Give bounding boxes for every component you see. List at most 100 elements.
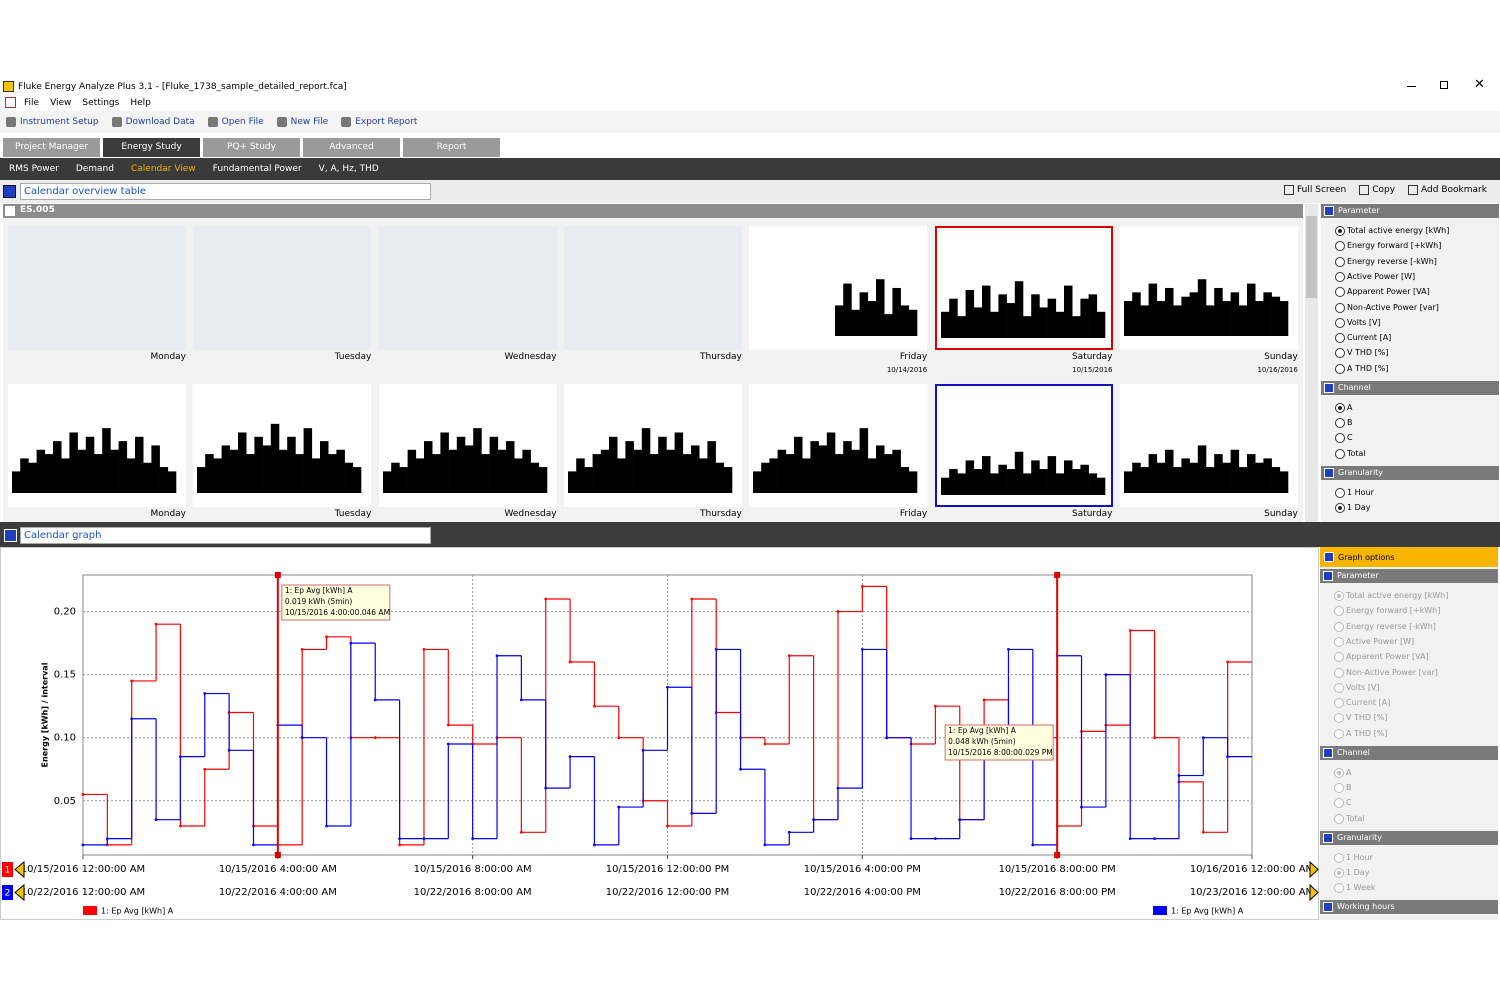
x-tick-label: 10/22/2016 8:00:00 PM xyxy=(999,887,1116,898)
legend-swatch xyxy=(1153,906,1167,915)
point-marker xyxy=(788,654,791,657)
point-marker xyxy=(1031,844,1034,847)
point-marker xyxy=(179,825,182,828)
point-marker xyxy=(739,768,742,771)
x-tick-label: 10/16/2016 12:00:00 AM xyxy=(1190,864,1314,875)
point-marker xyxy=(593,844,596,847)
tooltip-line: 0.048 kWh (5min) xyxy=(948,737,1016,746)
point-marker xyxy=(82,793,85,796)
point-marker xyxy=(252,844,255,847)
point-marker xyxy=(837,787,840,790)
y-axis-label: Energy [kWh] / interval xyxy=(41,662,50,767)
tooltip-line: 10/15/2016 4:00:00.046 AM xyxy=(285,608,390,617)
x-tick-label: 10/15/2016 8:00:00 PM xyxy=(999,864,1116,875)
cursor-handle xyxy=(1054,572,1060,578)
point-marker xyxy=(1202,831,1205,834)
point-marker xyxy=(447,724,450,727)
point-marker xyxy=(544,598,547,601)
cursor-handle xyxy=(275,572,281,578)
x-tick-label: 10/15/2016 4:00:00 PM xyxy=(804,864,921,875)
cursor-handle xyxy=(275,852,281,858)
point-marker xyxy=(398,837,401,840)
cursor-handle xyxy=(1054,852,1060,858)
point-marker xyxy=(423,648,426,651)
point-marker xyxy=(910,837,913,840)
tooltip-line: 1: Ep Avg [kWh] A xyxy=(285,586,354,595)
point-marker xyxy=(1178,774,1181,777)
point-marker xyxy=(130,680,133,683)
x-tick-label: 10/23/2016 12:00:00 AM xyxy=(1190,887,1314,898)
y-tick-label: 0.15 xyxy=(54,670,76,681)
x-tick-label: 10/22/2016 8:00:00 AM xyxy=(414,887,532,898)
point-marker xyxy=(715,648,718,651)
point-marker xyxy=(617,806,620,809)
point-marker xyxy=(1226,755,1229,758)
x-tick-label: 10/22/2016 4:00:00 AM xyxy=(219,887,337,898)
point-marker xyxy=(1153,736,1156,739)
x-tick-label: 10/15/2016 12:00:00 PM xyxy=(606,864,730,875)
point-marker xyxy=(155,623,158,626)
point-marker xyxy=(1080,806,1083,809)
point-marker xyxy=(423,837,426,840)
y-tick-label: 0.05 xyxy=(54,796,76,807)
point-marker xyxy=(130,717,133,720)
legend-label: 1: Ep Avg [kWh] A xyxy=(1171,907,1244,916)
point-marker xyxy=(1153,837,1156,840)
x-tick-label: 10/22/2016 12:00:00 AM xyxy=(21,887,145,898)
tooltip-line: 10/15/2016 8:00:00.029 PM xyxy=(948,748,1053,757)
point-marker xyxy=(106,837,109,840)
point-marker xyxy=(934,705,937,708)
point-marker xyxy=(666,825,669,828)
point-marker xyxy=(398,844,401,847)
point-marker xyxy=(764,844,767,847)
point-marker xyxy=(764,743,767,746)
x-tick-label: 10/22/2016 4:00:00 PM xyxy=(804,887,921,898)
y-tick-label: 0.10 xyxy=(54,733,76,744)
point-marker xyxy=(374,698,377,701)
point-marker xyxy=(203,692,206,695)
point-marker xyxy=(666,686,669,689)
point-marker xyxy=(544,787,547,790)
point-marker xyxy=(885,736,888,739)
x-tick-label: 10/15/2016 4:00:00 AM xyxy=(219,864,337,875)
point-marker xyxy=(983,698,986,701)
point-marker xyxy=(958,818,961,821)
point-marker xyxy=(569,661,572,664)
point-marker xyxy=(617,736,620,739)
point-marker xyxy=(520,698,523,701)
point-marker xyxy=(228,749,231,752)
legend-label: 1: Ep Avg [kWh] A xyxy=(101,907,174,916)
point-marker xyxy=(203,768,206,771)
point-marker xyxy=(690,812,693,815)
point-marker xyxy=(1129,837,1132,840)
point-marker xyxy=(861,585,864,588)
point-marker xyxy=(374,736,377,739)
point-marker xyxy=(325,635,328,638)
point-marker xyxy=(690,598,693,601)
point-marker xyxy=(496,654,499,657)
x-tick-label: 10/22/2016 12:00:00 PM xyxy=(606,887,730,898)
tooltip-line: 0.019 kWh (5min) xyxy=(285,597,353,606)
point-marker xyxy=(812,818,815,821)
point-marker xyxy=(642,749,645,752)
point-marker xyxy=(934,837,937,840)
x-tick-label: 10/15/2016 8:00:00 AM xyxy=(414,864,532,875)
x-tick-label: 10/15/2016 12:00:00 AM xyxy=(21,864,145,875)
point-marker xyxy=(1202,736,1205,739)
point-marker xyxy=(837,610,840,613)
point-marker xyxy=(349,642,352,645)
point-marker xyxy=(569,755,572,758)
point-marker xyxy=(447,743,450,746)
scroll-left xyxy=(15,885,24,900)
point-marker xyxy=(179,755,182,758)
tooltip-line: 1: Ep Avg [kWh] A xyxy=(948,726,1017,735)
point-marker xyxy=(1129,629,1132,632)
scroll-left xyxy=(15,862,24,877)
point-marker xyxy=(301,736,304,739)
point-marker xyxy=(471,837,474,840)
point-marker xyxy=(1007,648,1010,651)
point-marker xyxy=(1226,661,1229,664)
point-marker xyxy=(325,825,328,828)
point-marker xyxy=(520,831,523,834)
y-tick-label: 0.20 xyxy=(54,607,76,618)
